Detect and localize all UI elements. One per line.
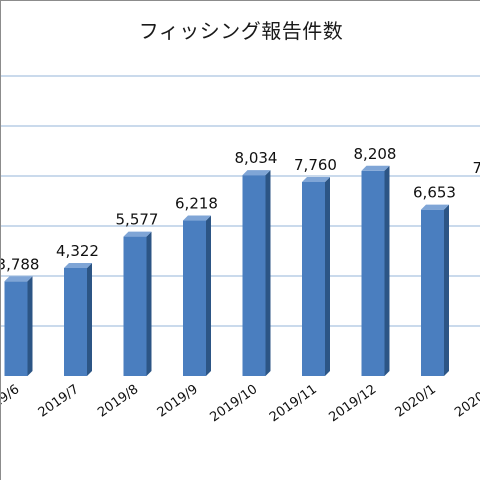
bar <box>242 170 271 376</box>
bar-front <box>123 236 147 376</box>
bar <box>183 215 211 376</box>
x-tick-labels: 2019/6 2019/7 2019/8 2019/9 2019/10 2019/11 20… <box>1 382 480 425</box>
bar-side <box>325 177 330 376</box>
bar-front <box>4 281 28 376</box>
data-label: 3,788 <box>1 255 39 273</box>
data-label: 8,034 <box>235 149 278 167</box>
bar <box>64 262 92 376</box>
x-tick-label: 2020/1 <box>393 382 439 421</box>
bar-side <box>146 231 152 376</box>
x-tick-label: 2019/7 <box>36 382 82 421</box>
data-label: 7,635 <box>473 159 480 177</box>
bar-side <box>384 165 390 376</box>
bar-side <box>87 262 92 376</box>
chart-title: フィッシング報告件数 <box>138 19 344 43</box>
data-label: 8,208 <box>354 145 397 163</box>
bar-front <box>361 170 385 376</box>
bar <box>361 165 390 376</box>
bar-front <box>242 175 266 376</box>
bar-front <box>183 220 206 376</box>
data-label: 7,760 <box>294 156 337 174</box>
bar-front <box>64 267 87 376</box>
bar-front <box>302 182 325 376</box>
bar-top <box>123 231 152 237</box>
x-tick-label: 2020/2 <box>452 382 480 421</box>
x-tick-label: 2019/12 <box>326 382 379 425</box>
bar <box>4 276 33 376</box>
bar-top <box>64 262 92 268</box>
data-label: 5,577 <box>116 211 159 229</box>
bar-top <box>302 177 330 182</box>
bar-side <box>444 204 449 376</box>
data-label: 6,218 <box>175 195 218 213</box>
x-tick-label: 2019/8 <box>95 382 141 421</box>
bar <box>302 177 330 376</box>
data-label: 6,653 <box>413 184 456 202</box>
x-tick-label: 2019/9 <box>155 382 201 421</box>
bar <box>123 231 152 376</box>
bar-side <box>206 215 211 376</box>
bar-top <box>421 204 449 210</box>
bar-side <box>265 170 271 376</box>
bars <box>4 165 449 376</box>
bar-front <box>421 209 444 376</box>
x-tick-label: 2019/10 <box>207 382 260 425</box>
bar-top <box>4 276 33 282</box>
value-labels: 3,788 4,322 5,577 6,218 8,034 7,760 8,208 6,653… <box>1 145 480 273</box>
bar-top <box>242 170 271 176</box>
x-tick-label: 2019/6 <box>1 382 22 421</box>
bar <box>421 204 449 376</box>
bar-top <box>361 165 390 171</box>
bar-top <box>183 215 211 221</box>
bar-side <box>27 276 33 376</box>
data-label: 4,322 <box>56 242 99 260</box>
x-tick-label: 2019/11 <box>267 382 320 425</box>
